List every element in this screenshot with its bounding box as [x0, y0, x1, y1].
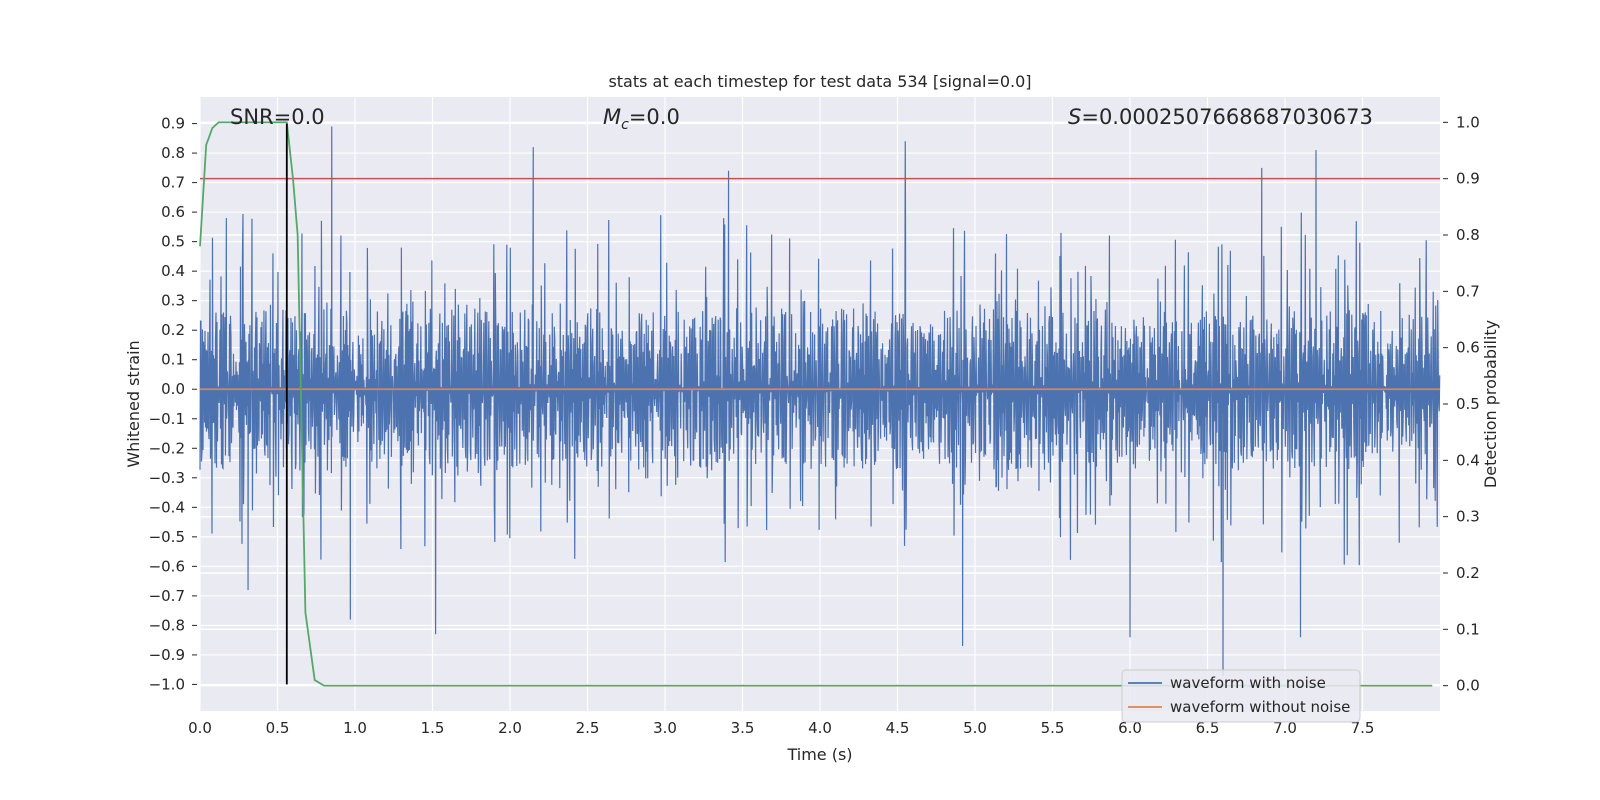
y-left-tick-label: −0.1 [149, 410, 185, 428]
y-right-tick-label: 0.1 [1456, 620, 1480, 638]
y-left-tick-label: 0.4 [161, 262, 185, 280]
y-left-tick-label: −0.2 [149, 439, 185, 457]
y-right-tick-label: 0.0 [1456, 677, 1480, 695]
noise-series [199, 126, 1441, 676]
y-left-tick-label: 0.6 [161, 203, 185, 221]
x-tick-label: 1.5 [421, 719, 445, 737]
y-left-ticks: 0.9 0.8 0.7 0.6 0.5 0.4 0.3 0.2 0.1 0.0 −0.1 −0.2 −0… [149, 115, 197, 693]
snr-annotation: SNR=0.0 [230, 105, 325, 129]
y-right-ticks: 1.0 0.9 0.8 0.7 0.6 0.5 0.4 0.3 0.2 0.1 0.0 [1443, 113, 1480, 695]
x-ticks: 0.0 0.5 1.0 1.5 2.0 2.5 3.0 3.5 4.0 4.5 5.0 5.5 6.0 6… [188, 719, 1374, 737]
mc-subscript: c [621, 117, 629, 133]
y-right-tick-label: 0.9 [1456, 170, 1480, 188]
x-tick-label: 2.0 [498, 719, 522, 737]
x-tick-label: 3.5 [731, 719, 755, 737]
y-right-tick-label: 0.6 [1456, 339, 1480, 357]
x-tick-label: 6.0 [1118, 719, 1142, 737]
legend-label-noise: waveform with noise [1170, 674, 1326, 692]
y-left-tick-label: −1.0 [149, 675, 185, 693]
y-left-tick-label: 0.8 [161, 144, 185, 162]
x-axis-label: Time (s) [786, 745, 852, 764]
x-tick-label: 4.5 [886, 719, 910, 737]
y-left-tick-label: 0.7 [161, 174, 185, 192]
legend: waveform with noise waveform without noi… [1121, 669, 1361, 723]
y-left-tick-label: −0.4 [149, 498, 185, 516]
series-detection-probability [199, 121, 1433, 687]
s-symbol: S [1068, 105, 1081, 129]
y-left-tick-label: 0.5 [161, 233, 185, 251]
y-right-tick-label: 0.8 [1456, 226, 1480, 244]
y-right-tick-label: 0.3 [1456, 508, 1480, 526]
legend-box [1121, 669, 1361, 723]
y-left-tick-label: 0.0 [161, 380, 185, 398]
y-left-axis-label: Whitened strain [124, 340, 143, 467]
mc-value: =0.0 [629, 105, 680, 129]
x-tick-label: 3.0 [653, 719, 677, 737]
s-annotation: S=0.0002507668687030673 [1068, 105, 1373, 129]
y-right-tick-label: 1.0 [1456, 113, 1480, 131]
mc-annotation: Mc=0.0 [603, 105, 680, 133]
x-tick-label: 1.0 [343, 719, 367, 737]
x-tick-label: 7.5 [1351, 719, 1375, 737]
legend-label-clean: waveform without noise [1170, 698, 1350, 716]
y-left-tick-label: −0.5 [149, 528, 185, 546]
y-left-tick-label: −0.7 [149, 587, 185, 605]
y-right-axis-label: Detection probability [1481, 320, 1500, 488]
x-tick-label: 0.0 [188, 719, 212, 737]
y-right-tick-label: 0.5 [1456, 395, 1480, 413]
y-left-tick-label: −0.6 [149, 557, 185, 575]
y-left-tick-label: 0.9 [161, 115, 185, 133]
y-left-tick-label: −0.9 [149, 646, 185, 664]
y-left-tick-label: 0.2 [161, 321, 185, 339]
x-tick-label: 5.0 [963, 719, 987, 737]
lines [199, 121, 1440, 687]
x-tick-label: 6.5 [1196, 719, 1220, 737]
x-tick-label: 0.5 [266, 719, 290, 737]
y-right-tick-label: 0.4 [1456, 451, 1480, 469]
x-tick-label: 7.0 [1273, 719, 1297, 737]
y-left-tick-label: −0.8 [149, 616, 185, 634]
series-waveform-with-noise [199, 126, 1441, 676]
y-right-tick-label: 0.2 [1456, 564, 1480, 582]
y-left-tick-label: 0.1 [161, 351, 185, 369]
chart-title: stats at each timestep for test data 534… [608, 72, 1031, 91]
mc-symbol: M [603, 105, 621, 129]
y-right-tick-label: 0.7 [1456, 282, 1480, 300]
x-tick-label: 4.0 [808, 719, 832, 737]
y-left-tick-label: 0.3 [161, 292, 185, 310]
x-tick-label: 2.5 [576, 719, 600, 737]
s-value: =0.0002507668687030673 [1081, 105, 1373, 129]
y-left-tick-label: −0.3 [149, 469, 185, 487]
x-tick-label: 5.5 [1041, 719, 1065, 737]
